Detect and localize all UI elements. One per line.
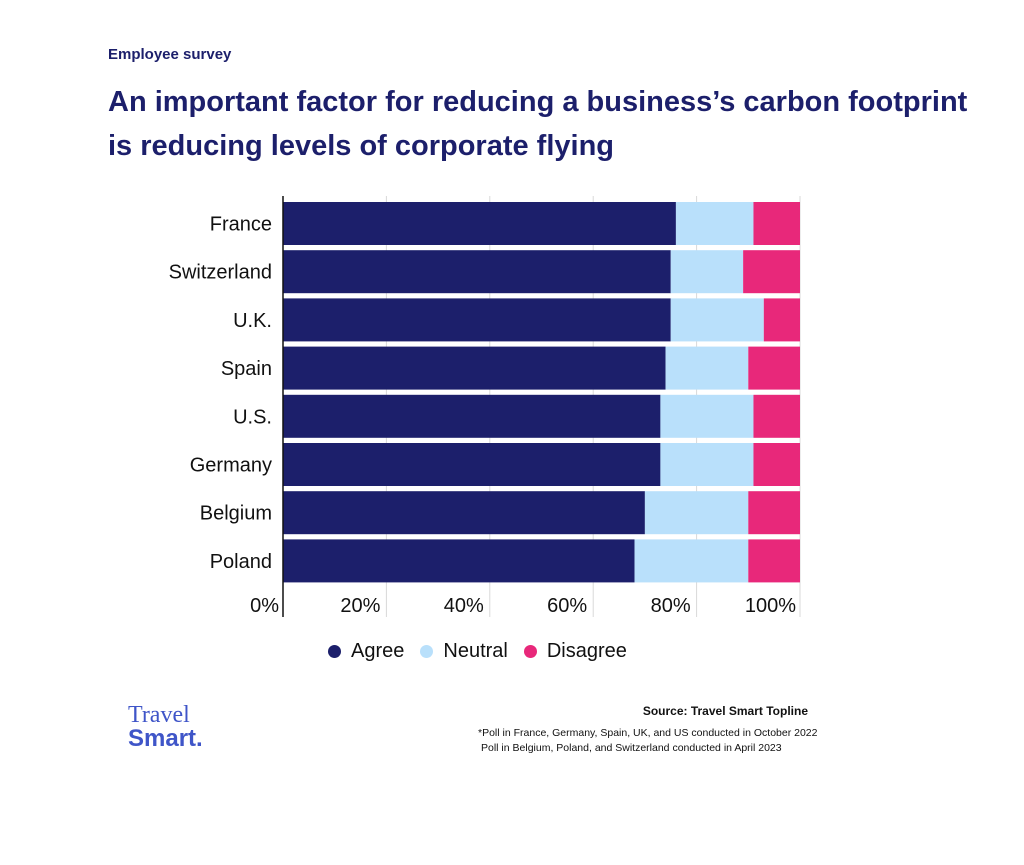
footnotes: *Poll in France, Germany, Spain, UK, and… [478,726,818,756]
bar-us-disagree [753,394,800,438]
bar-us-agree [283,394,661,438]
logo-line-smart: Smart. [128,725,203,752]
bar-poland-disagree [748,539,800,583]
bar-switzerland-agree [283,250,671,294]
bar-poland-neutral [634,539,749,583]
bar-belgium-agree [283,491,645,535]
legend-item-agree: Agree [328,640,404,663]
x-tick-label-5: 100% [745,595,796,617]
category-label-switzerland: Switzerland [169,262,272,284]
legend-item-neutral: Neutral [420,640,508,663]
x-tick-label-1: 20% [340,595,380,617]
legend-item-disagree: Disagree [523,640,627,663]
x-tick-label-4: 80% [651,595,691,617]
bar-spain-disagree [748,346,800,390]
category-label-us: U.S. [233,406,272,428]
bar-germany-agree [283,443,661,486]
category-label-poland: Poland [210,551,272,573]
logo-line-travel: Travel [128,702,190,728]
bar-poland-agree [283,539,635,583]
legend-dot-neutral [420,645,434,658]
x-tick-label-2: 40% [444,595,484,617]
x-tick-label-0: 0% [250,595,279,617]
x-tick-label-3: 60% [547,595,587,617]
category-label-spain: Spain [221,358,272,380]
kicker-label: Employee survey [108,46,232,63]
travel-smart-logo: Travel Smart. [128,703,203,751]
category-label-france: France [210,214,272,236]
bar-france-agree [283,202,676,245]
source-note: Source: Travel Smart Topline [642,704,808,718]
category-label-belgium: Belgium [200,503,272,525]
bar-uk-agree [283,298,671,342]
bar-spain-neutral [665,346,749,390]
bar-switzerland-disagree [743,250,800,294]
bar-us-neutral [660,394,754,438]
bar-uk-neutral [670,298,764,342]
chart-title: An important factor for reducing a busin… [108,86,968,162]
bar-spain-agree [283,346,666,390]
bar-uk-disagree [763,298,800,342]
bar-france-neutral [675,202,754,245]
bar-france-disagree [753,202,800,245]
footnote-1: *Poll in France, Germany, Spain, UK, and… [478,727,818,739]
legend-dot-agree [328,645,341,658]
bar-switzerland-neutral [670,250,744,294]
bar-germany-disagree [753,443,800,486]
footnote-2: Poll in Belgium, Poland, and Switzerland… [481,742,782,754]
legend-label-disagree: Disagree [546,640,627,662]
bar-germany-neutral [660,443,754,486]
bar-belgium-neutral [644,491,749,535]
chart-legend: Agree Neutral Disagree [328,640,643,663]
legend-label-neutral: Neutral [443,640,508,662]
category-label-germany: Germany [190,455,272,477]
legend-dot-disagree [523,645,537,658]
category-label-uk: U.K. [233,310,272,332]
bar-belgium-disagree [748,491,800,535]
legend-label-agree: Agree [351,640,405,662]
